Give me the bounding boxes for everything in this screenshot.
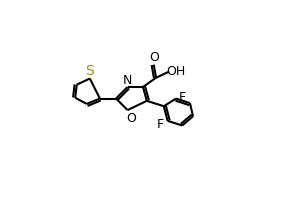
Text: O: O	[126, 111, 136, 124]
Text: F: F	[157, 117, 164, 130]
Text: S: S	[85, 64, 93, 78]
Text: OH: OH	[166, 65, 186, 78]
Text: F: F	[179, 90, 186, 103]
Text: O: O	[149, 51, 159, 64]
Text: N: N	[123, 74, 132, 87]
